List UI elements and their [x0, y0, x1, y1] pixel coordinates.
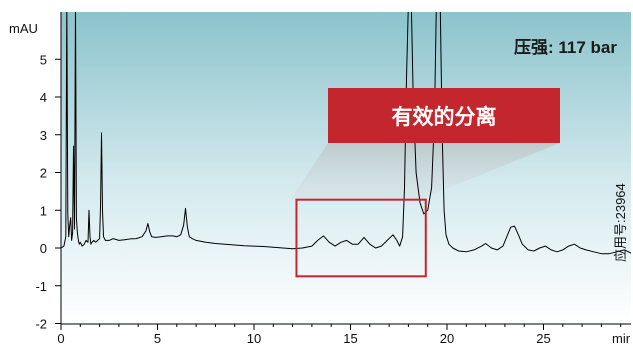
callout-box	[328, 88, 560, 143]
x-tick-label: 20	[440, 331, 454, 346]
y-tick-label: 0	[40, 241, 47, 256]
chromatogram-trace	[61, 12, 631, 255]
x-tick-label: 15	[343, 331, 357, 346]
x-tick-label: 5	[154, 331, 161, 346]
y-tick-label: 5	[40, 52, 47, 67]
y-tick-label: 3	[40, 128, 47, 143]
y-tick-label: 1	[40, 203, 47, 218]
callout-funnel	[290, 143, 560, 200]
y-tick-label: 2	[40, 166, 47, 181]
x-tick-label: 0	[57, 331, 64, 346]
highlight-rectangle	[295, 198, 427, 278]
y-axis-unit-label: mAU	[9, 21, 38, 36]
y-tick-label: 4	[40, 90, 47, 105]
pressure-label: 压强: 117 bar	[514, 38, 617, 57]
y-tick-label: -2	[35, 317, 47, 332]
y-tick-label: -1	[35, 279, 47, 294]
x-tick-label: 10	[247, 331, 261, 346]
x-axis-unit-label: mir	[612, 331, 631, 346]
x-tick-label: 25	[536, 331, 550, 346]
callout-label: 有效的分离	[392, 105, 497, 129]
app-note-label: 应用号:23964	[613, 183, 628, 262]
